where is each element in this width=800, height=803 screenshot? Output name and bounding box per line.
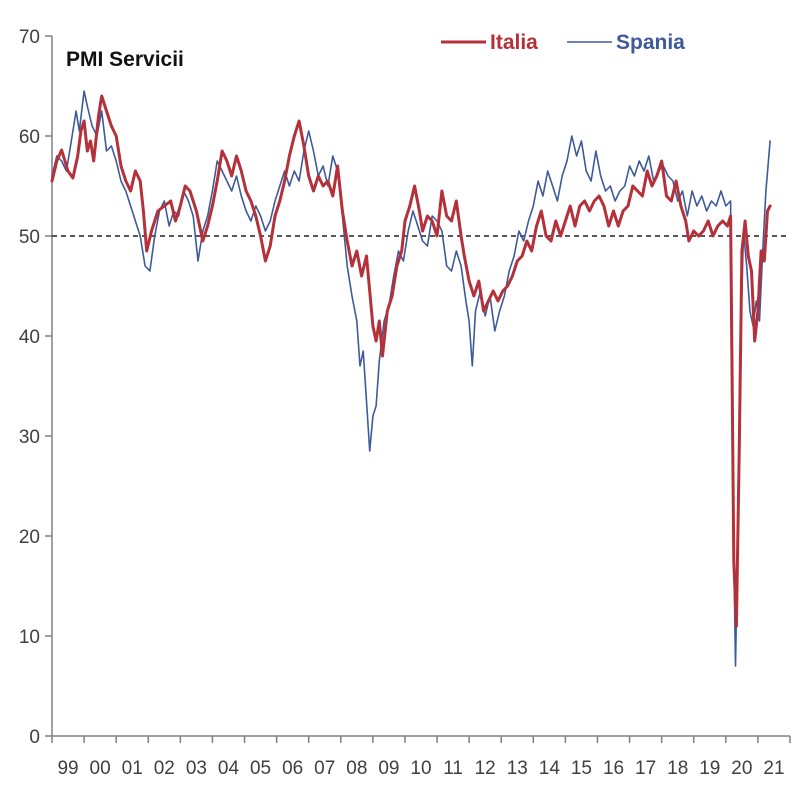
x-tick-label: 09 <box>378 758 399 779</box>
x-tick-label: 13 <box>507 758 528 779</box>
chart-title: PMI Servicii <box>66 48 184 71</box>
x-tick-label: 02 <box>154 758 175 779</box>
legend-label-italia: Italia <box>490 31 538 54</box>
x-tick-label: 17 <box>635 758 656 779</box>
y-tick-label: 60 <box>19 127 40 148</box>
x-tick-label: 03 <box>186 758 207 779</box>
x-tick-label: 20 <box>731 758 752 779</box>
y-tick-label: 0 <box>29 727 40 748</box>
x-tick-label: 21 <box>763 758 784 779</box>
y-tick-label: 40 <box>19 327 40 348</box>
x-tick-label: 14 <box>539 758 561 779</box>
x-tick-label: 05 <box>250 758 271 779</box>
x-tick-label: 07 <box>314 758 335 779</box>
x-tick-label: 06 <box>282 758 303 779</box>
y-axis: 0 10 20 30 40 50 60 70 <box>19 27 53 748</box>
series-layer <box>50 90 772 667</box>
x-tick-label: 10 <box>410 758 431 779</box>
y-tick-label: 70 <box>19 27 40 48</box>
x-tick-label: 00 <box>90 758 111 779</box>
series-line-spania <box>51 90 771 667</box>
x-tick-label: 08 <box>346 758 367 779</box>
x-axis: 99 00 01 02 03 04 05 06 07 08 09 10 11 12 13 14 15 16 17 18… <box>51 735 791 779</box>
legend: Italia Spania <box>441 31 685 54</box>
x-tick-label: 12 <box>475 758 496 779</box>
series-line-italia <box>50 94 772 628</box>
x-tick-label: 11 <box>443 758 463 779</box>
y-tick-label: 10 <box>19 627 40 648</box>
legend-label-spania: Spania <box>616 31 685 54</box>
x-tick-label: 01 <box>122 758 143 779</box>
x-tick-label: 16 <box>603 758 624 779</box>
y-tick-label: 30 <box>19 427 40 448</box>
y-tick-label: 20 <box>19 527 40 548</box>
x-tick-label: 04 <box>218 758 240 779</box>
x-tick-label: 99 <box>57 758 78 779</box>
y-tick-label: 50 <box>19 227 40 248</box>
x-tick-label: 15 <box>571 758 592 779</box>
x-tick-label: 18 <box>667 758 688 779</box>
x-tick-label: 19 <box>699 758 720 779</box>
